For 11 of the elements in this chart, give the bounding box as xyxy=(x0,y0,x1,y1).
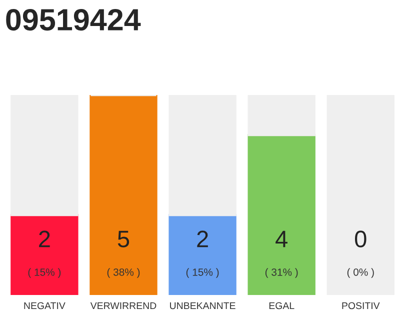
x-tick-label: NEGATIV xyxy=(24,302,66,310)
data-label: 4 ( 31% ) xyxy=(265,230,298,278)
data-label: 2 ( 15% ) xyxy=(28,230,61,278)
x-tick-label: POSITIV xyxy=(342,302,380,310)
x-tick-label: UNBEKANNTE xyxy=(170,302,236,310)
data-label: 0 ( 0% ) xyxy=(347,230,374,278)
chart-title: 09519424 xyxy=(6,8,141,31)
data-label: 5 ( 38% ) xyxy=(107,230,140,278)
x-tick-label: EGAL xyxy=(269,302,294,310)
x-tick-label: VERWIRREND xyxy=(90,302,156,310)
data-label: 2 ( 15% ) xyxy=(186,230,219,278)
